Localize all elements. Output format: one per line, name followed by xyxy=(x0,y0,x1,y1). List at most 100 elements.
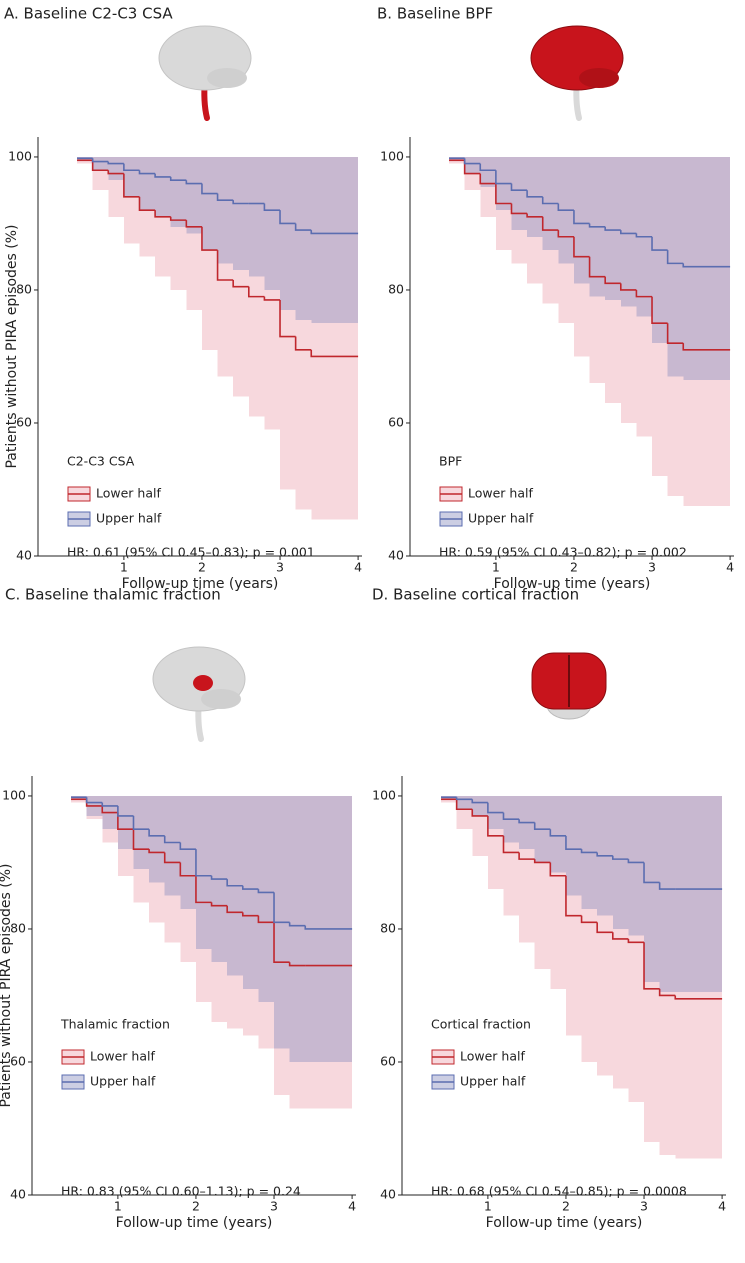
survival-step xyxy=(674,995,723,1000)
confidence-band xyxy=(480,156,496,187)
y-tick-label: 40 xyxy=(380,1187,396,1202)
survival-step xyxy=(91,158,109,163)
confidence-band xyxy=(667,156,684,377)
y-tick-label: 80 xyxy=(380,920,396,935)
confidence-band xyxy=(217,156,234,377)
confidence-band xyxy=(201,156,218,350)
survival-step xyxy=(619,230,637,235)
survival-step xyxy=(138,196,156,211)
confidence-band xyxy=(683,156,731,507)
confidence-band xyxy=(92,156,109,191)
survival-step xyxy=(518,852,535,860)
survival-step xyxy=(666,250,684,265)
confidence-band xyxy=(675,795,723,993)
survival-step xyxy=(666,323,684,344)
confidence-band xyxy=(133,795,150,870)
legend-title: Thalamic fraction xyxy=(60,1017,170,1032)
confidence-band xyxy=(652,156,668,477)
survival-step xyxy=(195,849,212,877)
survival-step xyxy=(533,822,551,831)
survival-step xyxy=(201,183,218,195)
y-tick-label: 40 xyxy=(388,548,404,563)
x-tick-label: 1 xyxy=(492,560,500,575)
survival-step xyxy=(455,799,473,811)
confidence-band xyxy=(311,156,359,520)
confidence-band xyxy=(534,795,551,969)
survival-step xyxy=(502,812,520,821)
survival-step xyxy=(273,892,290,924)
confidence-band xyxy=(480,156,496,217)
survival-step xyxy=(288,922,306,927)
survival-step xyxy=(304,925,353,930)
survival-step xyxy=(163,852,181,864)
confidence-band xyxy=(86,795,103,820)
survival-step xyxy=(588,223,606,228)
confidence-band xyxy=(289,795,306,1109)
confidence-band xyxy=(170,156,187,290)
confidence-band xyxy=(289,795,306,1062)
survival-step xyxy=(471,799,488,804)
brain-illustration xyxy=(530,25,624,121)
survival-step xyxy=(627,859,645,864)
confidence-band xyxy=(464,156,481,174)
legend-title: BPF xyxy=(439,454,462,469)
survival-step xyxy=(502,835,520,854)
survival-step xyxy=(179,842,196,850)
survival-step xyxy=(526,213,543,218)
confidence-band xyxy=(659,795,676,1156)
confidence-band xyxy=(573,156,590,284)
survival-step xyxy=(682,343,731,351)
confidence-band xyxy=(456,795,473,810)
survival-step xyxy=(216,193,234,201)
annotation: HR: 0.59 (95% CI 0.43–0.82); p = 0.002 xyxy=(439,545,687,560)
survival-step xyxy=(163,835,181,844)
legend-label: Upper half xyxy=(468,511,534,526)
survival-step xyxy=(495,183,512,205)
survival-step xyxy=(91,160,109,172)
x-tick-label: 3 xyxy=(648,560,656,575)
confidence-band xyxy=(233,156,249,271)
survival-step xyxy=(619,283,637,291)
confidence-band xyxy=(164,795,181,943)
survival-step xyxy=(123,163,140,172)
chart-panel: D. Baseline cortical fraction 40 60 80 100 1 2… xyxy=(372,586,726,1232)
y-tick-label: 80 xyxy=(10,920,26,935)
survival-step xyxy=(257,889,275,894)
brain-illustration xyxy=(531,652,607,720)
confidence-band xyxy=(628,795,645,936)
confidence-band xyxy=(612,795,629,929)
survival-step xyxy=(635,233,653,238)
survival-step xyxy=(247,286,265,298)
survival-step xyxy=(179,862,196,877)
legend-label: Lower half xyxy=(96,486,161,501)
survival-step xyxy=(169,216,187,221)
legend-label: Upper half xyxy=(90,1074,156,1089)
survival-step xyxy=(241,912,259,917)
confidence-band xyxy=(164,795,181,896)
x-axis-label: Follow-up time (years) xyxy=(494,576,651,592)
survival-step xyxy=(651,296,668,325)
survival-step xyxy=(479,163,496,172)
confidence-band xyxy=(675,795,723,1159)
confidence-band xyxy=(139,156,156,257)
survival-step xyxy=(580,915,598,924)
confidence-band xyxy=(139,156,156,211)
confidence-band xyxy=(123,156,140,244)
survival-step xyxy=(526,190,543,198)
survival-step xyxy=(123,173,140,198)
confidence-band xyxy=(280,156,296,490)
survival-step xyxy=(604,226,621,231)
survival-step xyxy=(596,922,613,934)
survival-step xyxy=(565,875,582,917)
survival-step xyxy=(117,812,134,831)
y-tick-label: 100 xyxy=(372,787,396,802)
brain-icon xyxy=(193,675,213,691)
survival-step xyxy=(479,173,496,185)
survival-step xyxy=(132,815,150,831)
confidence-band xyxy=(589,156,606,384)
confidence-band xyxy=(295,156,312,510)
survival-step xyxy=(273,922,290,964)
survival-step xyxy=(132,829,150,850)
survival-step xyxy=(495,170,512,185)
